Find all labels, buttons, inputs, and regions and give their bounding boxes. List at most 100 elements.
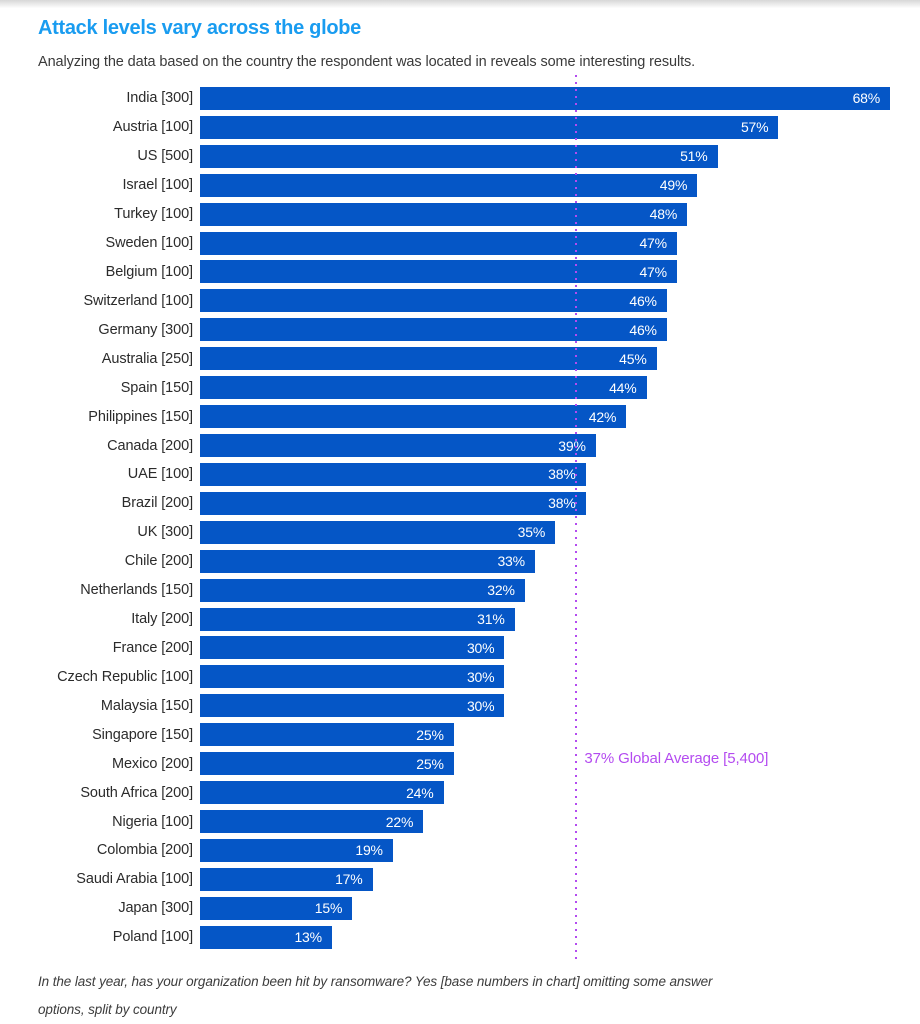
bar-row: Colombia [200] 19% (38, 836, 890, 865)
country-label: Mexico [200] (111, 755, 193, 772)
bar-value-label: 49% (659, 177, 688, 194)
bar-value-label: 47% (639, 235, 667, 252)
bar: 30% (200, 665, 505, 689)
bar: 68% (200, 86, 890, 110)
bar-row: Mexico [200] 25% (38, 749, 890, 778)
country-label: Japan [300] (118, 900, 193, 917)
bar-value-label: 25% (416, 726, 444, 743)
bar-row: Nigeria [100] 22% (38, 807, 890, 836)
bar: 17% (200, 867, 373, 891)
bar: 57% (200, 115, 779, 139)
bar: 38% (200, 491, 586, 515)
bar-track: 47% (200, 260, 890, 284)
country-label: Sweden [100] (105, 235, 194, 252)
bar: 38% (200, 462, 586, 486)
page-subtitle: Analyzing the data based on the country … (38, 54, 696, 70)
bar-row: Saudi Arabia [100] 17% (38, 865, 890, 894)
bar-value-label: 25% (416, 755, 444, 772)
country-label: Austria [100] (112, 119, 193, 136)
bar-row: Italy [200] 31% (38, 605, 890, 634)
country-label: UK [300] (137, 524, 193, 541)
global-average-label: 37% Global Average [5,400] (584, 750, 769, 767)
bar-value-label: 57% (740, 119, 769, 136)
bar-row: France [200] 30% (38, 634, 890, 663)
global-average-line (575, 75, 578, 962)
country-label: France [200] (112, 639, 193, 656)
bar-row: Japan [300] 15% (38, 894, 890, 923)
bar-track: 13% (200, 925, 890, 949)
country-label: Chile [200] (124, 553, 193, 570)
bar: 31% (200, 607, 515, 631)
bar-row: Belgium [100] 47% (38, 258, 890, 287)
footnote-line-1: In the last year, has your organization … (38, 974, 713, 989)
country-label: South Africa [200] (80, 784, 193, 801)
bar-track: 38% (200, 491, 890, 515)
bar: 44% (200, 376, 647, 400)
bar-track: 35% (200, 520, 890, 544)
bar: 46% (200, 289, 667, 313)
country-label: Turkey [100] (114, 206, 193, 223)
bar-value-label: 13% (294, 929, 322, 946)
bar-track: 45% (200, 347, 890, 371)
bar-value-label: 46% (629, 321, 657, 338)
bar-row: Poland [100] 13% (38, 923, 890, 952)
bar-row: Israel [100] 49% (38, 171, 890, 200)
bar-value-label: 17% (335, 871, 363, 888)
bar: 25% (200, 752, 454, 776)
country-label: Colombia [200] (96, 842, 193, 859)
bar-track: 42% (200, 405, 890, 429)
bar-track: 39% (200, 434, 890, 458)
bar-value-label: 22% (385, 813, 414, 830)
country-label: UAE [100] (127, 466, 193, 483)
bar-row: Singapore [150] 25% (38, 720, 890, 749)
bar: 42% (200, 405, 627, 429)
bar-track: 33% (200, 549, 890, 573)
bar: 45% (200, 347, 657, 371)
bar-track: 22% (200, 810, 890, 833)
bar: 46% (200, 318, 667, 342)
bar: 47% (200, 260, 677, 284)
bar-row: South Africa [200] 24% (38, 778, 890, 807)
country-label: Israel [100] (122, 177, 193, 194)
country-label: Germany [300] (98, 321, 193, 338)
bar-row: Netherlands [150] 32% (38, 576, 890, 605)
bar: 24% (200, 781, 444, 805)
bar-row: Malaysia [150] 30% (38, 691, 890, 720)
bar-row: Spain [150] 44% (38, 373, 890, 402)
bar-track: 49% (200, 173, 890, 197)
bar-value-label: 24% (406, 784, 434, 801)
bar-track: 51% (200, 144, 890, 168)
bar: 35% (200, 520, 556, 544)
country-label: Brazil [200] (121, 495, 193, 512)
bar-value-label: 48% (649, 206, 678, 223)
bar-track: 17% (200, 867, 890, 891)
bar-value-label: 42% (588, 408, 617, 425)
bar-value-label: 15% (314, 900, 343, 917)
bar-track: 46% (200, 289, 890, 313)
country-label: Nigeria [100] (112, 813, 193, 830)
country-label: India [300] (126, 90, 193, 107)
bar: 30% (200, 694, 505, 718)
bar-track: 32% (200, 578, 890, 602)
bar-value-label: 31% (477, 611, 505, 628)
bar-track: 15% (200, 896, 890, 920)
bar: 47% (200, 231, 677, 255)
bar-track: 68% (200, 86, 890, 110)
bar-track: 30% (200, 636, 890, 660)
bar-value-label: 19% (355, 842, 383, 859)
bar-track: 31% (200, 607, 890, 631)
bar-track: 25% (200, 723, 890, 747)
bar-row: Philippines [150] 42% (38, 402, 890, 431)
footnote-line-2: options, split by country (38, 1002, 177, 1017)
country-label: Philippines [150] (88, 408, 193, 425)
bar: 22% (200, 810, 424, 833)
bar: 15% (200, 896, 353, 920)
bar-value-label: 51% (680, 148, 708, 165)
bar-track: 24% (200, 781, 890, 805)
bar-row: Austria [100] 57% (38, 113, 890, 142)
bar-track: 30% (200, 694, 890, 718)
bar-row: Switzerland [100] 46% (38, 286, 890, 315)
bar-value-label: 30% (466, 668, 495, 685)
bar: 51% (200, 144, 718, 168)
country-label: Switzerland [100] (83, 292, 193, 309)
